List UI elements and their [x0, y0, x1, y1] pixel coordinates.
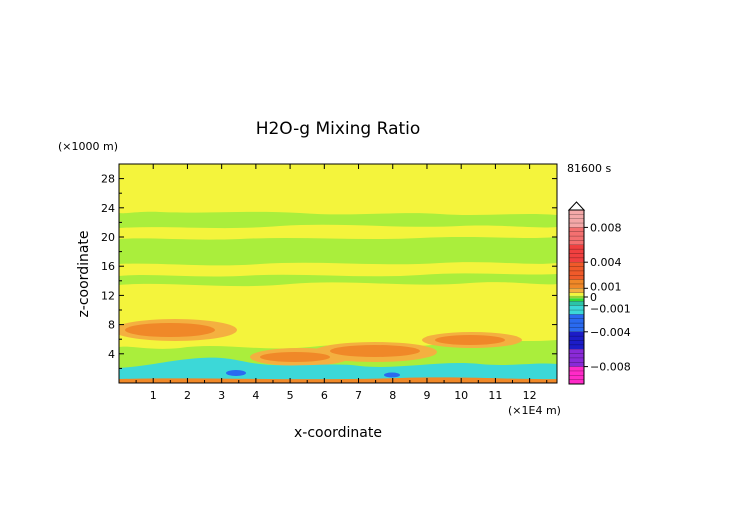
- colorbar-label: 0: [590, 291, 597, 304]
- x-tick-label: 6: [321, 389, 328, 402]
- y-tick-label: 24: [101, 202, 115, 215]
- upper-yellow-layer: [119, 164, 557, 215]
- x-tick-label: 1: [150, 389, 157, 402]
- colorbar-label: −0.004: [590, 326, 631, 339]
- x-tick-label: 4: [252, 389, 259, 402]
- colorbar-swatch: [569, 292, 584, 296]
- plot-area: [119, 164, 557, 383]
- x-tick-label: 11: [488, 389, 502, 402]
- x-unit-label: (×1E4 m): [508, 404, 561, 417]
- x-tick-label: 8: [389, 389, 396, 402]
- x-tick-label: 2: [184, 389, 191, 402]
- y-tick-label: 12: [101, 289, 115, 302]
- colorbar-label: −0.008: [590, 361, 631, 374]
- x-tick-label: 10: [454, 389, 468, 402]
- y-axis-ticks: 4 8 12 16 20 24 28: [101, 173, 557, 369]
- y-tick-label: 20: [101, 231, 115, 244]
- colorbar-overflow-arrow: [567, 201, 586, 211]
- orange-core-center-left: [260, 352, 330, 362]
- yellow-lobe-center: [270, 310, 390, 330]
- yellow-band-16km: [119, 262, 557, 277]
- orange-core-left: [125, 323, 215, 337]
- colorbar-label: 0.001: [590, 280, 622, 293]
- cyan-low-layer: [119, 357, 557, 383]
- orange-core-center: [330, 345, 420, 357]
- x-axis-label: x-coordinate: [294, 425, 382, 441]
- chart-title: H2O-g Mixing Ratio: [256, 119, 421, 139]
- colorbar-label: 0.008: [590, 221, 622, 234]
- blue-patch-2: [384, 372, 400, 378]
- y-tick-label: 16: [101, 260, 115, 273]
- colorbar-swatch: [569, 301, 584, 306]
- y-tick-label: 4: [108, 348, 115, 361]
- x-axis-ticks: 1 2 3 4 5 6 7 8 9 10 11 12: [135, 164, 548, 402]
- surface-orange: [119, 377, 557, 383]
- blue-patch: [226, 370, 246, 376]
- plot-frame: [118, 163, 558, 384]
- colorbar-label: −0.001: [590, 303, 631, 316]
- yellow-lobe-right: [435, 300, 525, 316]
- colorbar-label: 0.004: [590, 256, 622, 269]
- x-tick-label: 9: [423, 389, 430, 402]
- y-tick-label: 8: [108, 319, 115, 332]
- orange-core-right: [435, 335, 505, 345]
- y-tick-label: 28: [101, 173, 115, 186]
- x-tick-label: 7: [355, 389, 362, 402]
- colorbar-swatch: [569, 288, 584, 293]
- x-tick-label: 12: [523, 389, 537, 402]
- y-unit-label: (×1000 m): [58, 140, 118, 153]
- x-tick-label: 3: [218, 389, 225, 402]
- x-tick-label: 5: [287, 389, 294, 402]
- y-axis-label: z-coordinate: [76, 230, 92, 317]
- time-label: 81600 s: [567, 162, 611, 175]
- colorbar-swatch: [569, 298, 584, 302]
- yellow-band-21km: [119, 224, 557, 240]
